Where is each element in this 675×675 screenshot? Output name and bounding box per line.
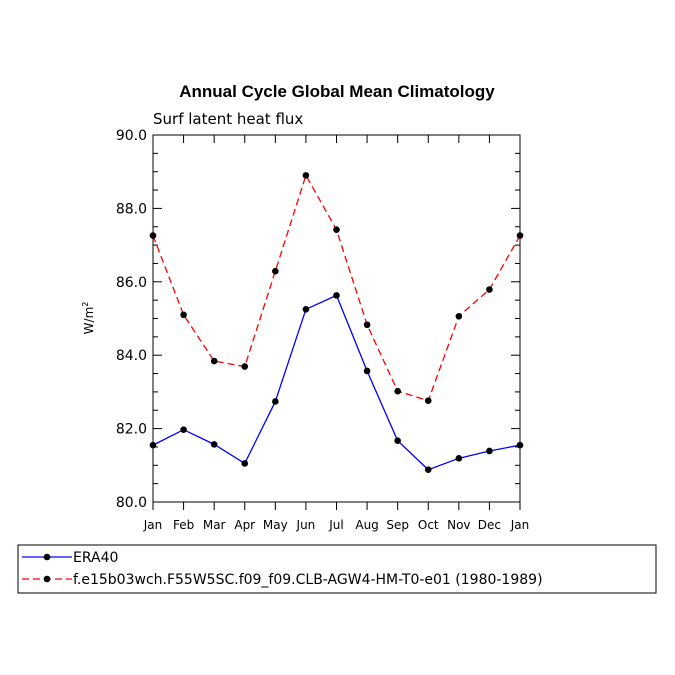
data-point — [210, 357, 218, 365]
series-2 — [149, 172, 524, 405]
data-point — [272, 267, 279, 275]
data-point — [424, 466, 432, 474]
x-tick-label: Jan — [143, 518, 163, 532]
data-point — [302, 306, 310, 313]
data-point — [180, 311, 187, 319]
data-point — [302, 172, 310, 179]
y-tick-label: 82.0 — [116, 422, 147, 438]
legend-marker — [43, 575, 51, 583]
x-tick-label: Feb — [173, 518, 194, 532]
x-tick-label: Sep — [386, 518, 409, 532]
data-point — [394, 387, 401, 395]
legend-marker — [43, 553, 51, 561]
data-point — [516, 441, 524, 449]
x-tick-label: Jun — [296, 518, 316, 532]
data-point — [424, 397, 432, 405]
x-tick-label: Mar — [203, 518, 226, 532]
x-tick-label: Oct — [418, 518, 439, 532]
data-point — [455, 455, 463, 462]
series-line — [152, 294, 521, 471]
data-point — [333, 226, 340, 233]
x-tick-label: Jul — [328, 518, 343, 532]
data-point — [149, 441, 157, 449]
x-tick-label: Jan — [510, 518, 530, 532]
axis-ticks — [152, 134, 521, 510]
data-point — [333, 292, 340, 299]
data-point — [149, 232, 157, 239]
data-point — [210, 441, 218, 448]
data-point — [394, 437, 401, 445]
data-point — [272, 398, 279, 405]
chart-title: Annual Cycle Global Mean Climatology — [179, 82, 495, 101]
data-point — [241, 460, 249, 467]
y-tick-label: 86.0 — [116, 275, 147, 291]
plot-frame — [152, 134, 521, 503]
data-point — [486, 447, 493, 455]
x-tick-labels: Jan Feb Mar Apr May Jun Jul Aug Sep Oct Nov Dec Jan — [143, 518, 530, 532]
legend: ERA40 f.e15b03wch.F55W5SC.f09_f09.CLB-AGW… — [22, 550, 543, 588]
y-tick-labels: 80.0 82.0 84.0 86.0 88.0 90.0 — [116, 128, 147, 511]
chart-subtitle: Surf latent heat flux — [153, 110, 303, 128]
x-tick-label: Nov — [447, 518, 470, 532]
legend-box — [17, 544, 657, 594]
x-tick-label: May — [263, 518, 288, 532]
legend-item: f.e15b03wch.F55W5SC.f09_f09.CLB-AGW4-HM-… — [22, 572, 543, 588]
legend-label: f.e15b03wch.F55W5SC.f09_f09.CLB-AGW4-HM-… — [73, 572, 543, 588]
x-tick-label: Dec — [478, 518, 501, 532]
series-line — [152, 173, 521, 402]
x-tick-label: Apr — [234, 518, 255, 532]
data-point — [180, 426, 187, 434]
x-tick-label: Aug — [355, 518, 378, 532]
data-point — [516, 232, 524, 239]
data-point — [486, 286, 493, 293]
legend-label: ERA40 — [73, 550, 118, 566]
data-point — [455, 312, 463, 320]
data-point — [363, 321, 371, 329]
y-tick-label: 90.0 — [116, 128, 147, 144]
series-1 — [149, 292, 524, 474]
y-tick-label: 84.0 — [116, 348, 147, 364]
series-group — [149, 172, 524, 474]
legend-item: ERA40 — [22, 550, 118, 566]
y-tick-label: 80.0 — [116, 495, 147, 511]
data-point — [363, 367, 371, 375]
y-tick-label: 88.0 — [116, 201, 147, 217]
y-axis-label: W/m2 — [81, 302, 96, 335]
data-point — [241, 363, 249, 370]
